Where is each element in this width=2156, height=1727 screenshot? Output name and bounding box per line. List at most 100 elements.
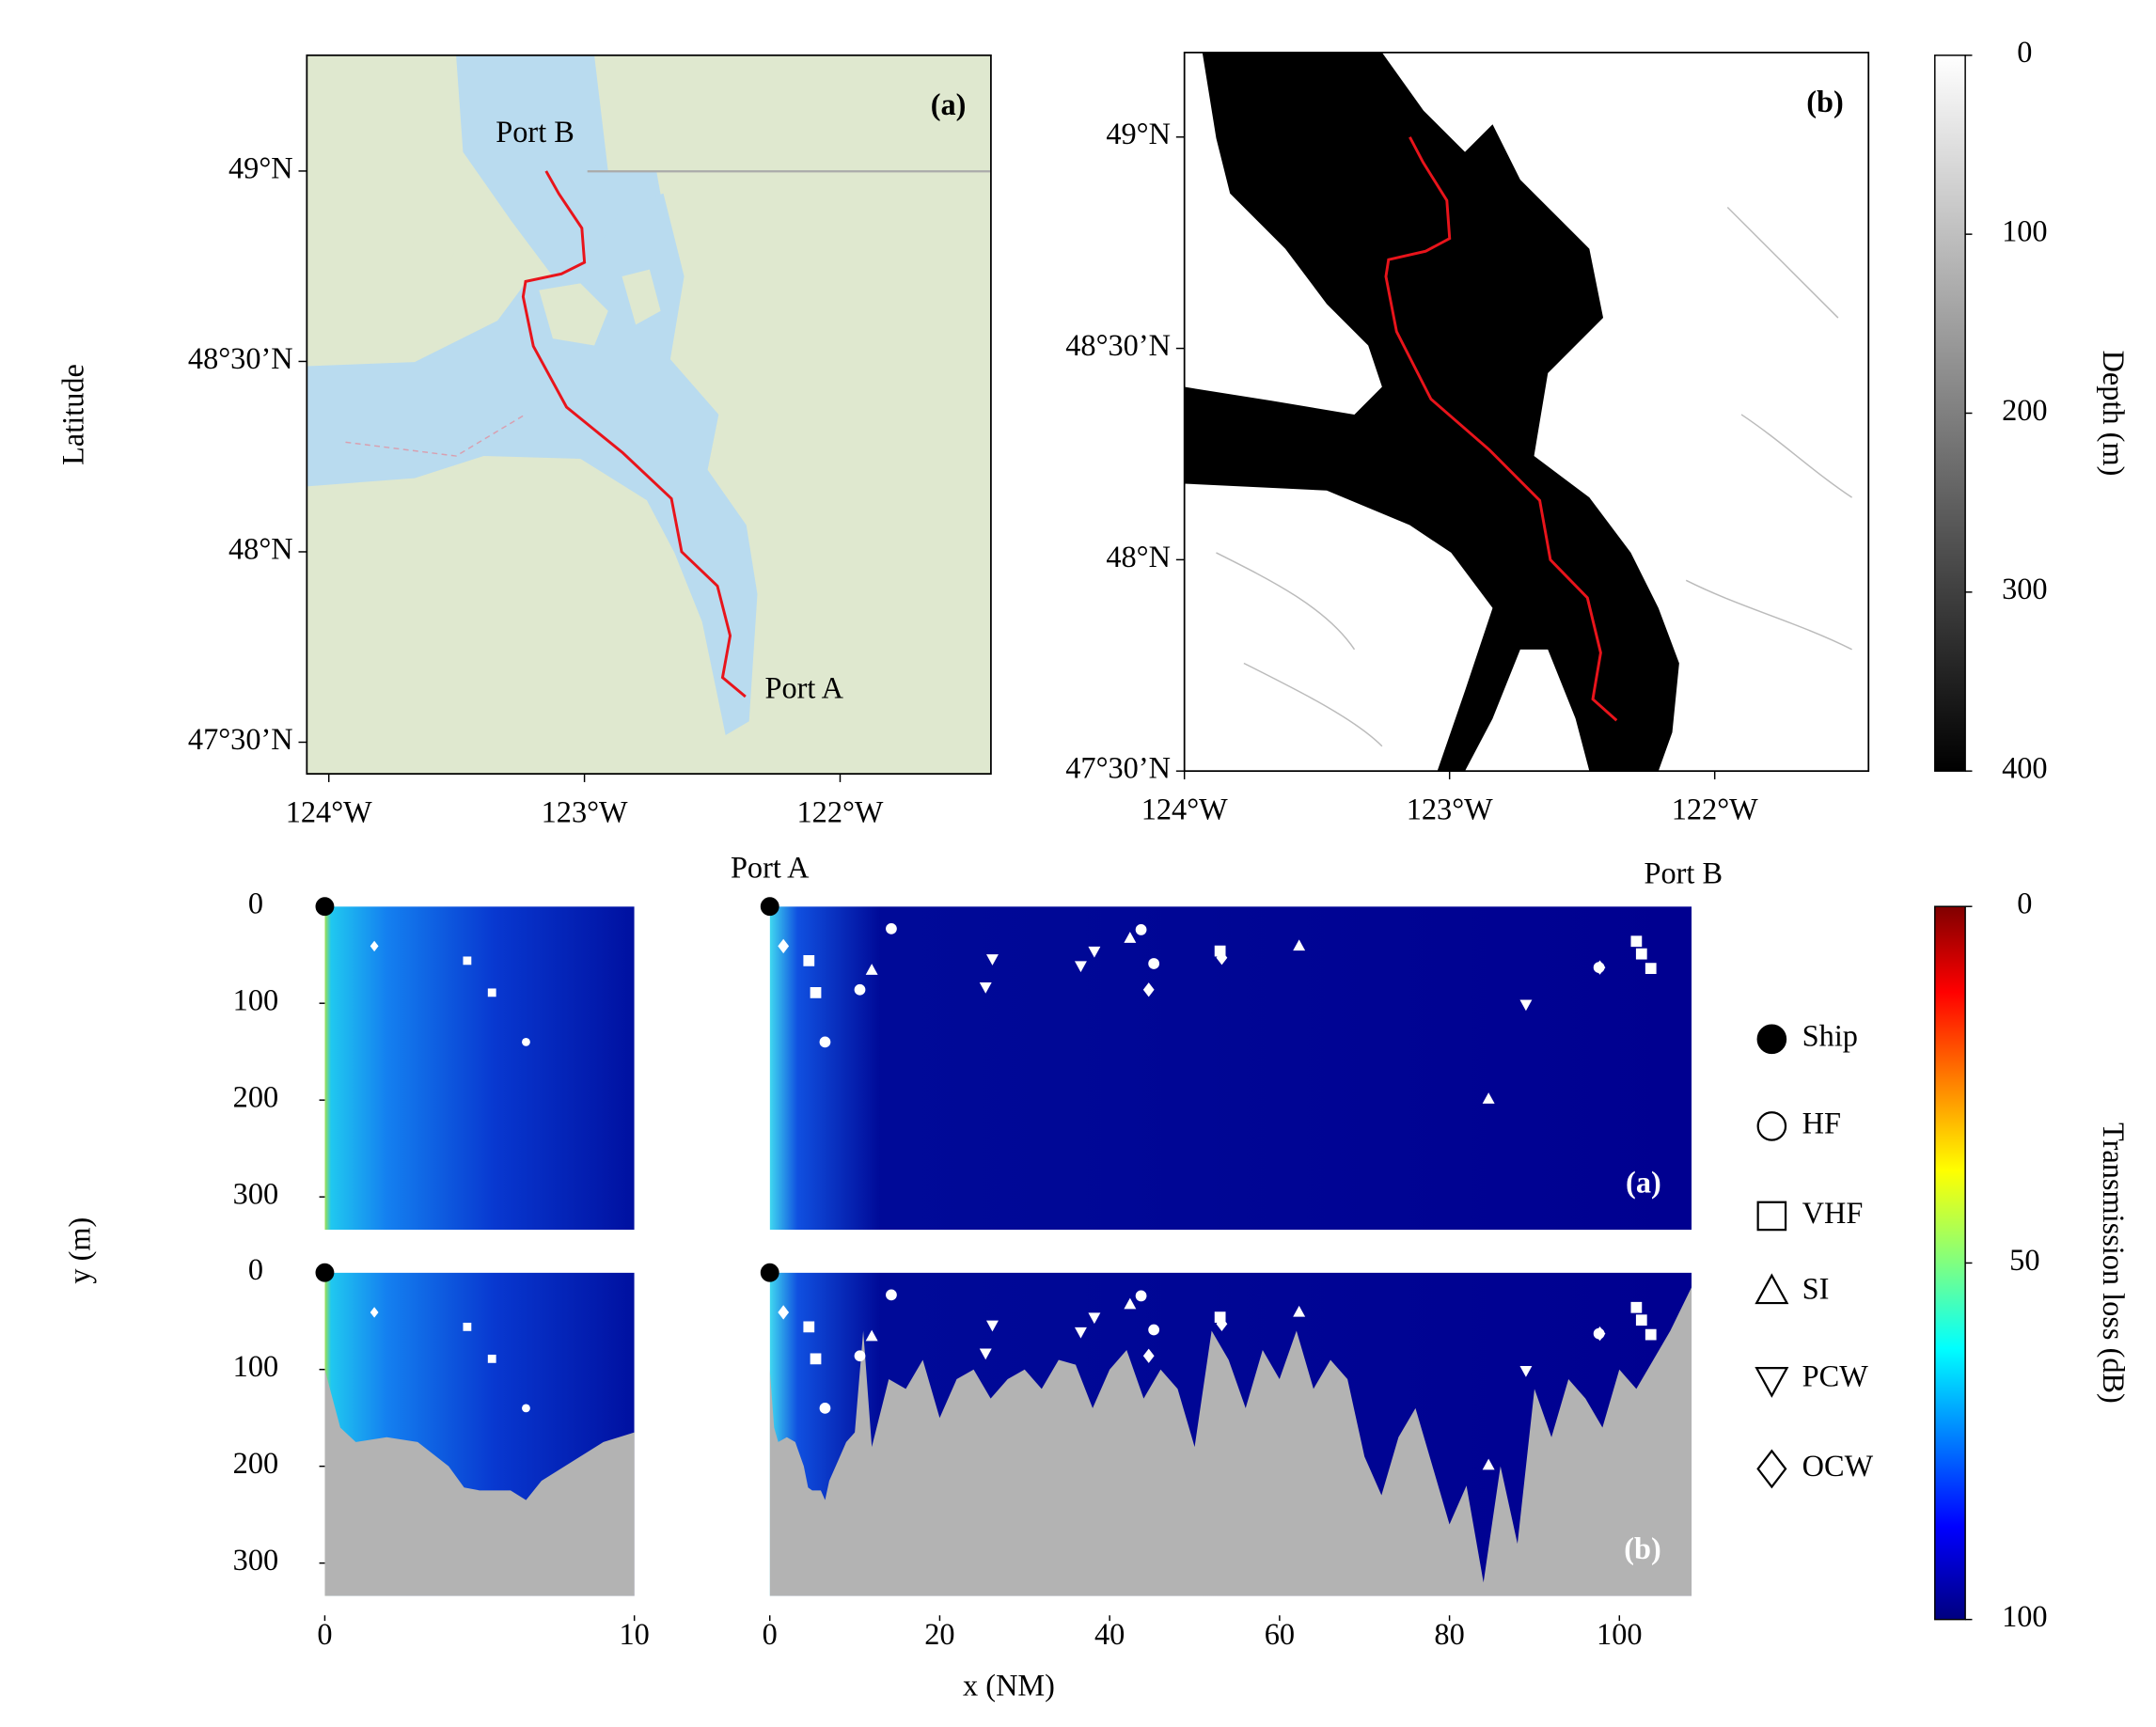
colorbar	[1934, 905, 1966, 1621]
colorbar-tick-label: 300	[2002, 572, 2048, 605]
marker	[810, 986, 822, 998]
map-b-background	[1184, 52, 1869, 772]
y-tick-label: 100	[233, 1349, 279, 1383]
marker	[522, 1037, 530, 1046]
y-tick-label: 100	[233, 983, 279, 1017]
x-tick-label: 60	[1265, 1617, 1295, 1651]
marker	[1074, 961, 1087, 973]
marker	[985, 1320, 999, 1332]
marker	[803, 1321, 815, 1333]
map-frame	[306, 54, 992, 775]
port-label: Port A	[731, 850, 810, 884]
marker	[1293, 939, 1306, 951]
marker	[854, 983, 866, 996]
marker	[979, 1348, 992, 1360]
route-line	[521, 170, 747, 699]
marker	[760, 897, 779, 917]
transect-panel	[324, 1272, 635, 1596]
marker	[463, 956, 472, 966]
marker	[1635, 948, 1647, 960]
legend-marker	[1756, 1449, 1787, 1489]
y-tick-label: 49°N	[1106, 117, 1171, 150]
panel-label: (b)	[1624, 1531, 1661, 1565]
marker	[1074, 1327, 1087, 1339]
legend-label: SI	[1802, 1272, 1830, 1306]
colorbar-tick-label: 200	[2002, 393, 2048, 427]
y-tick-label: 300	[233, 1543, 279, 1577]
x-tick-label: 123°W	[1407, 793, 1493, 826]
marker	[1630, 1301, 1643, 1313]
marker	[522, 1404, 530, 1413]
y-tick-label: 49°N	[228, 150, 293, 184]
marker	[1216, 950, 1228, 966]
legend-label: HF	[1802, 1106, 1841, 1139]
map-frame	[1183, 51, 1870, 773]
marker	[1482, 1092, 1495, 1104]
marker	[979, 981, 992, 994]
marker	[1216, 1316, 1228, 1331]
marker	[1594, 960, 1606, 975]
y-tick-label: 48°N	[228, 531, 293, 565]
marker	[810, 1353, 822, 1365]
y-tick-label: 48°N	[1106, 540, 1171, 573]
colorbar-tick-label: 0	[2017, 887, 2032, 920]
marker	[1088, 1312, 1101, 1325]
marker	[778, 938, 790, 954]
marker	[1124, 1297, 1137, 1310]
colorbar-label: Transmission loss (dB)	[2097, 1123, 2131, 1404]
marker	[1124, 932, 1137, 943]
marker	[819, 1036, 831, 1048]
map-a-background	[307, 55, 991, 775]
x-tick-label: 122°W	[797, 795, 884, 829]
y-axis-label: y (m)	[63, 1217, 97, 1284]
x-tick-label: 124°W	[1141, 793, 1228, 826]
y-tick-label: 0	[248, 1252, 263, 1286]
marker	[315, 897, 335, 917]
x-tick-label: 40	[1094, 1617, 1125, 1651]
marker	[886, 923, 897, 934]
legend-label: Ship	[1802, 1019, 1858, 1053]
marker	[370, 1307, 379, 1318]
marker	[463, 1322, 472, 1331]
port-label: Port A	[764, 670, 843, 704]
x-tick-label: 80	[1434, 1617, 1464, 1651]
marker	[865, 964, 878, 975]
panel-label: (b)	[1806, 85, 1844, 118]
transect-panel	[769, 906, 1692, 1231]
x-tick-label: 123°W	[542, 795, 628, 829]
colorbar	[1934, 55, 1966, 772]
legend-label: OCW	[1802, 1449, 1874, 1483]
colorbar-tick-label: 100	[2002, 1599, 2048, 1633]
marker	[1482, 1458, 1495, 1470]
y-tick-label: 200	[233, 1446, 279, 1480]
x-tick-label: 124°W	[286, 795, 372, 829]
marker	[1594, 1326, 1606, 1342]
marker	[1135, 1290, 1147, 1302]
legend-marker	[1756, 1111, 1787, 1141]
x-axis-label: x (NM)	[963, 1669, 1055, 1703]
colorbar-tick-label: 0	[2017, 35, 2032, 69]
marker	[1293, 1305, 1306, 1317]
marker	[1135, 924, 1147, 935]
y-tick-label: 48°30’N	[188, 341, 293, 375]
marker	[1630, 935, 1643, 948]
marker	[370, 940, 379, 952]
marker	[487, 988, 496, 997]
legend-marker	[1756, 1024, 1787, 1055]
x-tick-label: 10	[620, 1617, 650, 1651]
transect-panel	[324, 906, 635, 1231]
marker	[760, 1263, 779, 1282]
panel-label: (a)	[931, 87, 967, 121]
marker	[487, 1354, 496, 1363]
marker	[1635, 1314, 1647, 1327]
x-tick-label: 100	[1597, 1617, 1643, 1651]
y-tick-label: 47°30’N	[188, 722, 293, 756]
marker	[1519, 999, 1533, 1012]
x-tick-label: 0	[763, 1617, 778, 1651]
y-tick-label: 200	[233, 1080, 279, 1114]
y-tick-label: 300	[233, 1177, 279, 1211]
x-tick-label: 20	[924, 1617, 954, 1651]
legend-marker	[1755, 1367, 1789, 1398]
marker	[1645, 963, 1657, 974]
